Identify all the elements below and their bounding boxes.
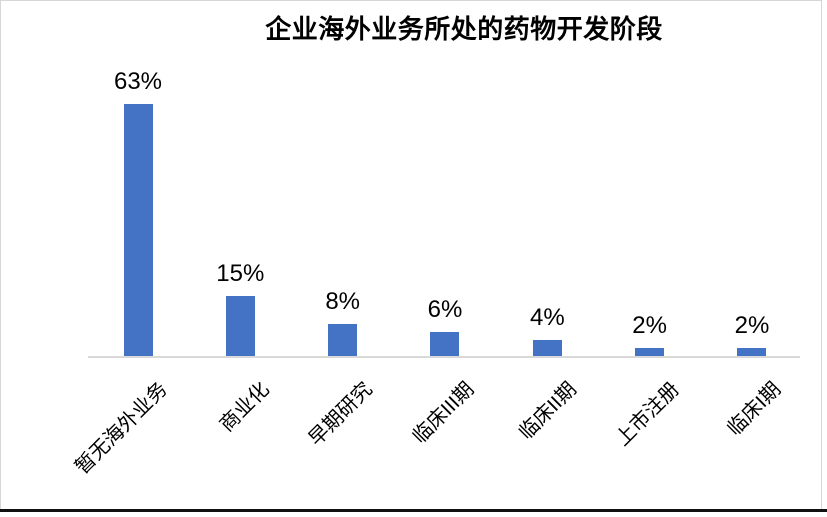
bar-value-label: 6% [427, 296, 463, 323]
category-label: 临床II期 [515, 378, 582, 445]
bar-value-label: 8% [325, 288, 360, 315]
category-label: 暂无海外业务 [71, 378, 172, 479]
bar-value-label: 2% [734, 312, 770, 339]
bar [123, 104, 153, 356]
bar [328, 324, 358, 356]
category-label: 临床I期 [723, 378, 786, 441]
category-label: 早期研究 [304, 378, 377, 451]
bar-value-label: 15% [216, 260, 265, 287]
bar-value-label: 63% [113, 68, 163, 95]
bar [225, 296, 255, 356]
bar-value-label: 2% [632, 312, 667, 339]
bar [737, 348, 767, 356]
bar [532, 340, 562, 356]
x-axis-line [88, 356, 800, 358]
category-label: 临床III期 [409, 378, 479, 449]
bar [635, 348, 665, 356]
bar-value-label: 4% [529, 304, 565, 331]
bottom-rule [0, 509, 827, 512]
category-label: 商业化 [216, 378, 275, 437]
chart-title: 企业海外业务所处的药物开发阶段 [265, 14, 663, 44]
bar [430, 332, 460, 356]
category-label: 上市注册 [611, 378, 684, 451]
